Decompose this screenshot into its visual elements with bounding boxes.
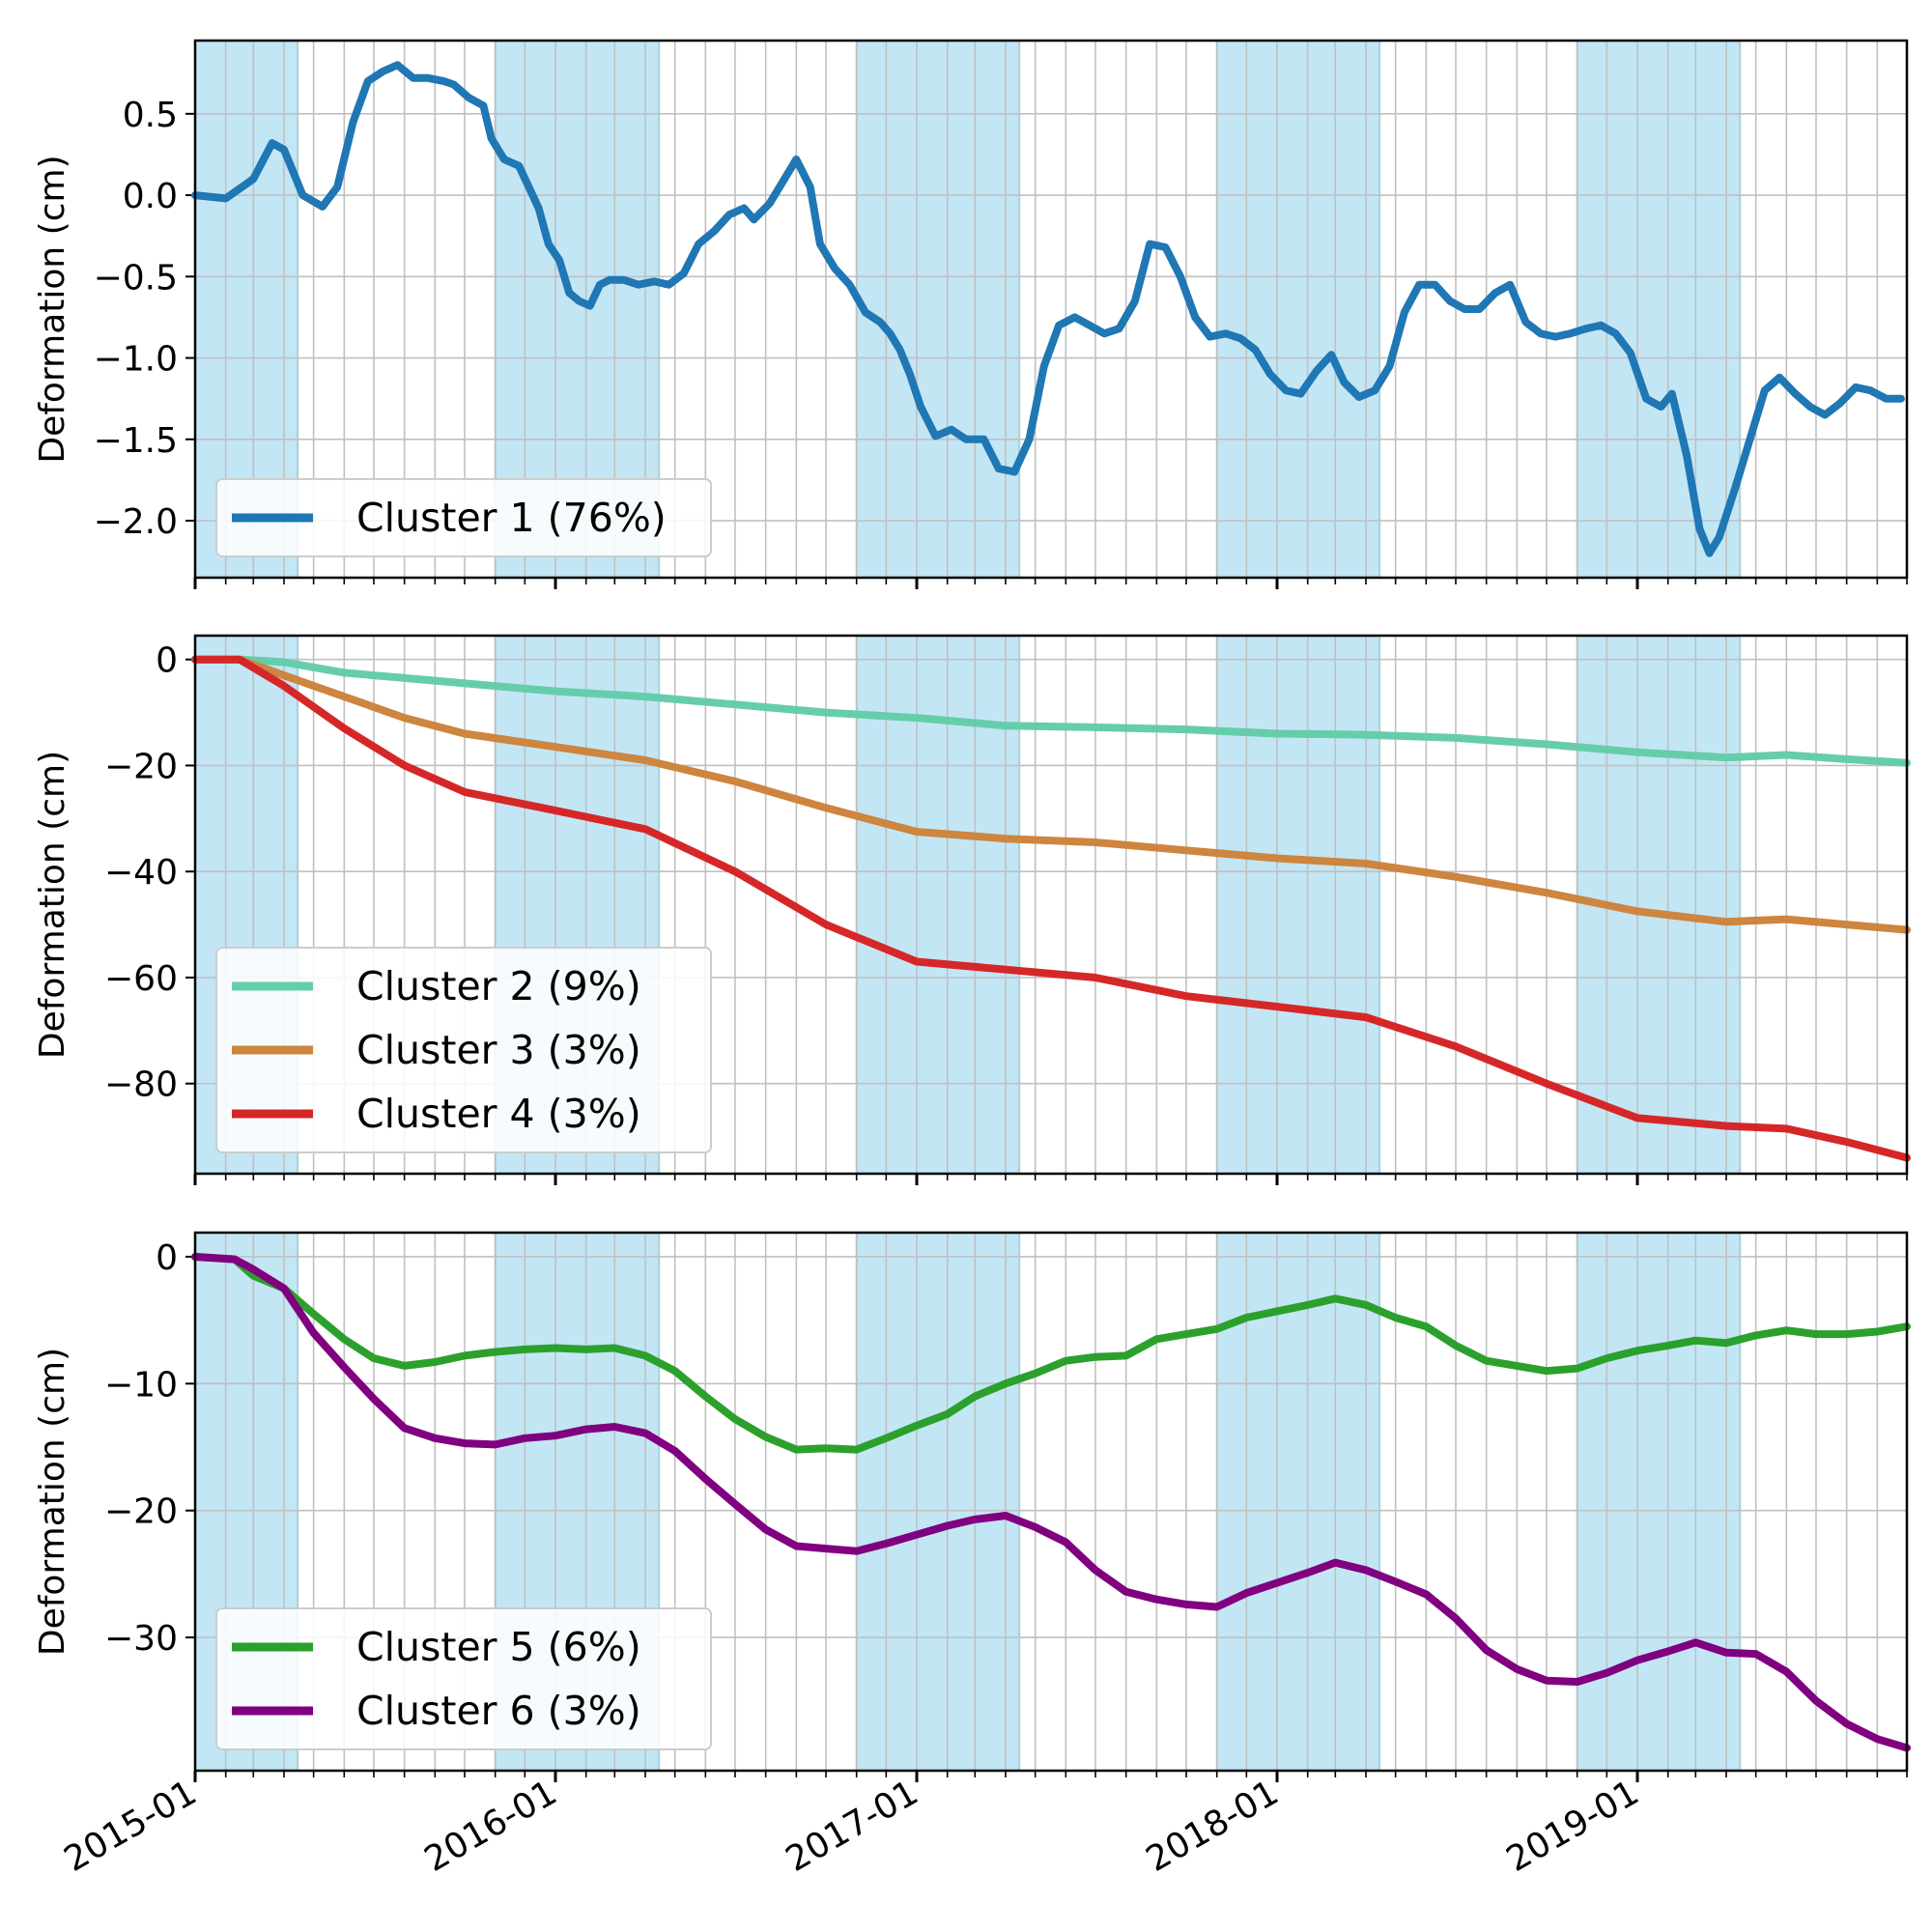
series-line (191, 655, 1911, 767)
y-tick-label: −1.5 (94, 421, 178, 461)
legend-label: Cluster 5 (6%) (356, 1624, 641, 1670)
legend: Cluster 1 (76%) (215, 478, 712, 557)
series-line (191, 1253, 1911, 1454)
legend-label: Cluster 3 (3%) (356, 1027, 641, 1073)
shaded-period (1215, 40, 1381, 579)
y-tick-label: −40 (104, 853, 178, 893)
shaded-period (1576, 40, 1742, 579)
y-tick-label: 0 (156, 641, 178, 681)
x-tick-label: 2019-01 (1500, 1773, 1646, 1880)
x-tick-label: 2017-01 (780, 1773, 925, 1880)
plot-frame (193, 634, 1909, 1176)
series-line (191, 61, 1905, 557)
x-tick-label: 2016-01 (418, 1773, 564, 1880)
shaded-period (855, 40, 1021, 579)
series-line (191, 655, 1911, 934)
shaded-period (1215, 1232, 1381, 1772)
y-tick-label: −10 (104, 1365, 178, 1405)
y-tick-label: −80 (104, 1065, 178, 1105)
y-tick-label: −20 (104, 747, 178, 786)
series-line (191, 1253, 1911, 1752)
chart-panel-3: 0 −10 −20 −30 Deformation (cm) 2015-01 2016-01… (33, 1231, 1911, 1880)
y-tick-label: −20 (104, 1492, 178, 1532)
y-tick-label: −60 (104, 959, 178, 999)
y-axis-label: Deformation (cm) (33, 1348, 72, 1656)
y-tick-label: −0.5 (94, 258, 178, 298)
legend-label: Cluster 4 (3%) (356, 1091, 641, 1137)
legend: Cluster 5 (6%) Cluster 6 (3%) (215, 1607, 712, 1750)
legend: Cluster 2 (9%) Cluster 3 (3%) Cluster 4 (3… (215, 947, 712, 1153)
legend-box (215, 478, 712, 557)
y-axis-label: Deformation (cm) (33, 155, 72, 463)
legend-label: Cluster 1 (76%) (356, 495, 667, 541)
y-tick-label: 0.5 (123, 96, 178, 135)
legend-box (215, 1607, 712, 1750)
y-axis-label: Deformation (cm) (33, 751, 72, 1059)
y-tick-label: −1.0 (94, 340, 178, 380)
y-tick-label: −2.0 (94, 502, 178, 542)
plot-frame (193, 1231, 1909, 1773)
legend-label: Cluster 2 (9%) (356, 963, 641, 1009)
series-line (191, 655, 1911, 1162)
shaded-period (1576, 1232, 1742, 1772)
y-tick-label: 0.0 (123, 177, 178, 216)
shaded-period (855, 1232, 1021, 1772)
chart-panel-1: 0.5 0.0 −0.5 −1.0 −1.5 −2.0 Deformation (cm) Cl… (33, 39, 1909, 589)
x-tick-label: 2018-01 (1140, 1773, 1286, 1880)
plot-frame (193, 39, 1909, 580)
legend-label: Cluster 6 (3%) (356, 1688, 641, 1734)
y-tick-label: −30 (104, 1619, 178, 1659)
chart-panel-2: 0 −20 −40 −60 −80 Deformation (cm) Cluster 2 (… (33, 634, 1911, 1185)
shaded-period (1215, 635, 1381, 1175)
legend-box (215, 947, 712, 1153)
y-tick-label: 0 (156, 1238, 178, 1278)
x-tick-label: 2015-01 (58, 1773, 204, 1880)
